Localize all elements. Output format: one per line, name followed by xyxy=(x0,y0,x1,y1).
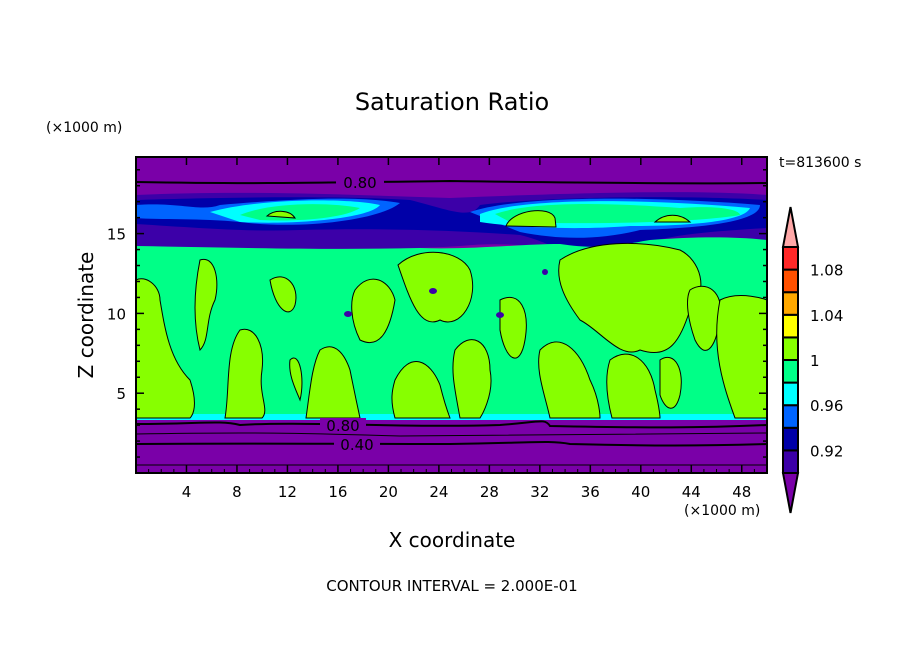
time-label: t=813600 s xyxy=(779,155,862,171)
colorbar-box xyxy=(782,246,799,271)
x-tick-label: 44 xyxy=(682,483,701,501)
colorbar-label: 1 xyxy=(810,352,820,370)
colorbar-label: 0.92 xyxy=(810,442,843,460)
colorbar-box xyxy=(782,291,799,316)
contour-line-0.80-upper xyxy=(136,179,767,185)
contour-field xyxy=(136,157,767,473)
contour-lines xyxy=(136,179,767,466)
band-green-upper xyxy=(240,204,740,224)
contour-label-0.80-lower: 0.80 xyxy=(326,417,359,435)
contour-line-0.60 xyxy=(136,432,767,437)
colorbar-box xyxy=(782,313,799,339)
y-tick-label: 15 xyxy=(107,226,126,244)
band-cyan-lower-edge xyxy=(136,414,767,420)
colorbar-box xyxy=(782,268,799,294)
x-tick-label: 32 xyxy=(530,483,549,501)
x-tick-label: 36 xyxy=(581,483,600,501)
colorbar-box xyxy=(782,336,799,361)
chart-title: Saturation Ratio xyxy=(354,88,550,116)
lime-upper-patches xyxy=(265,210,692,228)
x-tick-label: 12 xyxy=(278,483,297,501)
colorbar: 1.08 1.04 1 0.96 0.92 xyxy=(781,206,843,514)
lime-patches xyxy=(136,242,767,419)
colorbar-extend-low xyxy=(781,472,800,514)
colorbar-box xyxy=(782,359,799,384)
x-tick-label: 48 xyxy=(732,483,751,501)
colorbar-box xyxy=(782,449,799,474)
x-tick-label: 4 xyxy=(182,483,192,501)
contour-interval-footer: CONTOUR INTERVAL = 2.000E-01 xyxy=(326,577,578,595)
colorbar-label: 0.96 xyxy=(810,397,843,415)
colorbar-box xyxy=(782,426,799,452)
x-axis-label: X coordinate xyxy=(388,528,516,552)
x-tick-label: 20 xyxy=(379,483,398,501)
contour-line-0.80-lower xyxy=(136,420,767,429)
x-tick-label: 8 xyxy=(232,483,242,501)
contour-line-0.40 xyxy=(136,440,767,447)
colorbar-box xyxy=(782,381,799,407)
x-tick-label: 28 xyxy=(480,483,499,501)
x-unit-label: (×1000 m) xyxy=(684,503,761,519)
small-dark-cells xyxy=(344,269,548,318)
colorbar-extend-high xyxy=(781,206,800,248)
contour-label-0.80-upper: 0.80 xyxy=(343,174,376,192)
y-tick-label: 5 xyxy=(116,385,126,403)
colorbar-box xyxy=(782,404,799,429)
contour-label-0.40: 0.40 xyxy=(340,436,373,454)
colorbar-label: 1.04 xyxy=(810,307,843,325)
y-unit-label: (×1000 m) xyxy=(46,120,123,136)
y-tick-label: 10 xyxy=(107,305,126,323)
x-tick-label: 24 xyxy=(429,483,448,501)
x-tick-label: 40 xyxy=(631,483,650,501)
x-tick-label: 16 xyxy=(328,483,347,501)
colorbar-label: 1.08 xyxy=(810,262,843,280)
